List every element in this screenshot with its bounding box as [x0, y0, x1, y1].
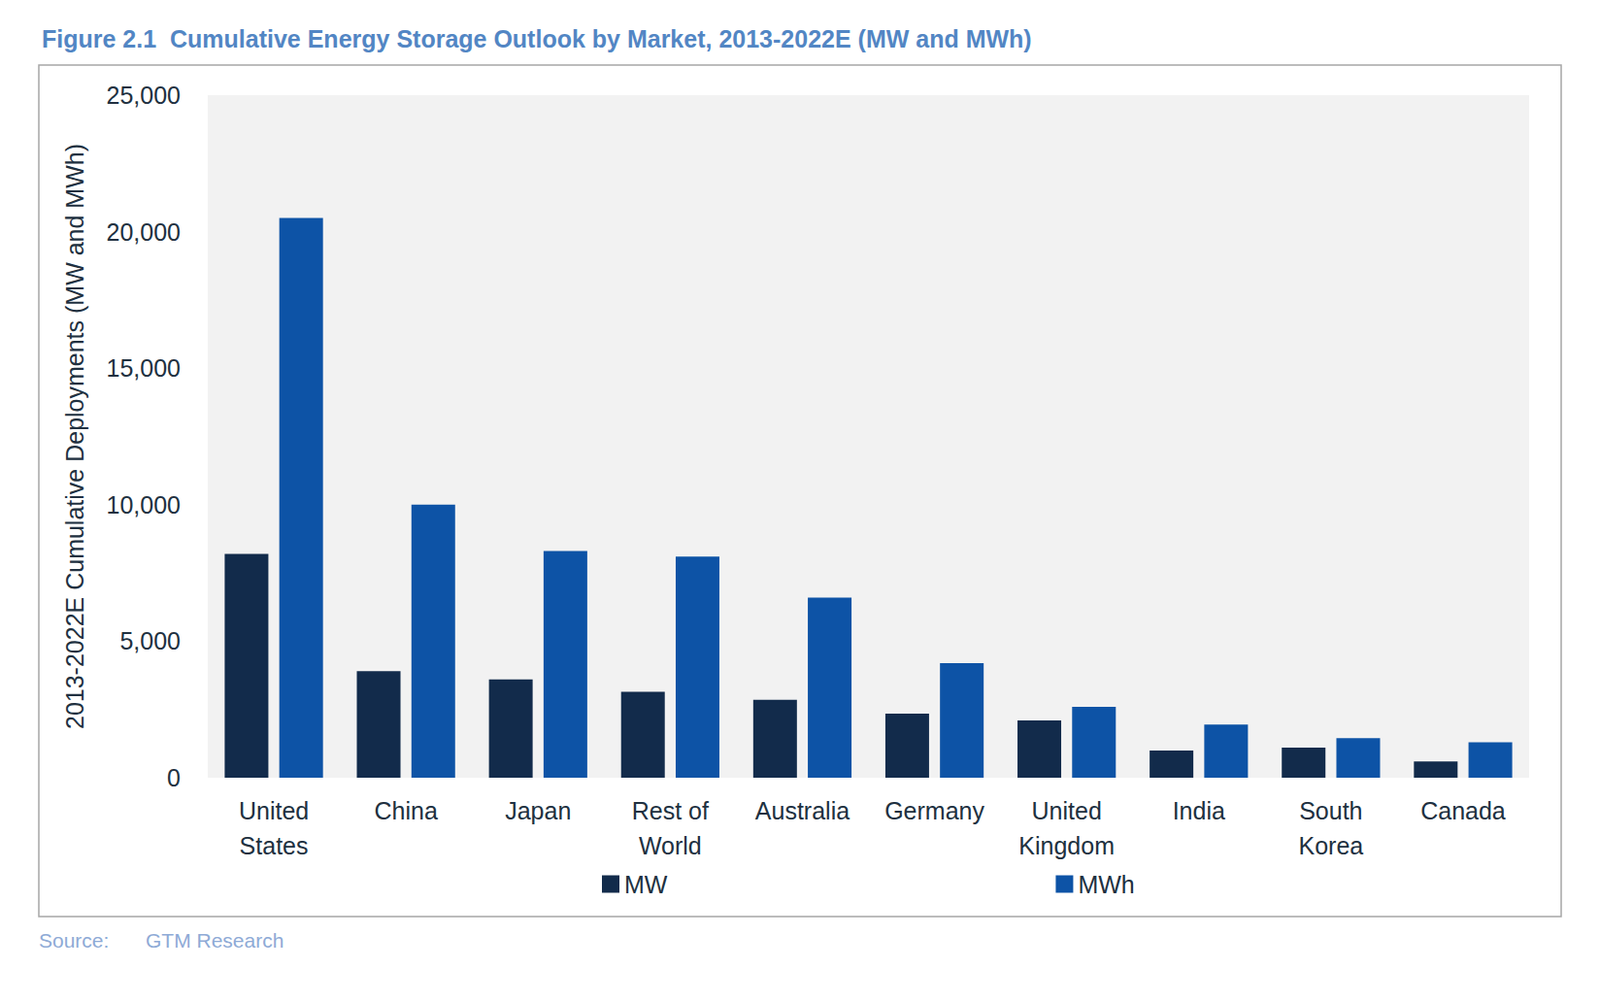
svg-text:MWh: MWh — [1077, 870, 1134, 899]
svg-text:Germany: Germany — [884, 797, 985, 825]
svg-text:25,000: 25,000 — [106, 81, 181, 109]
svg-text:Australia: Australia — [755, 797, 850, 825]
svg-text:15,000: 15,000 — [106, 354, 181, 382]
svg-text:0: 0 — [166, 764, 181, 792]
svg-text:China: China — [373, 797, 437, 825]
svg-text:GTM Research: GTM Research — [145, 929, 284, 952]
svg-text:Source:: Source: — [38, 929, 109, 952]
svg-text:States: States — [239, 832, 309, 860]
svg-text:Figure 2.1 Cumulative Energy: Figure 2.1 Cumulative Energy Storage Out… — [41, 25, 1033, 53]
svg-text:MW: MW — [624, 870, 668, 899]
svg-text:Canada: Canada — [1420, 797, 1506, 825]
svg-text:Japan: Japan — [504, 797, 571, 825]
svg-text:United: United — [1032, 797, 1102, 825]
svg-text:5,000: 5,000 — [119, 627, 181, 655]
svg-text:20,000: 20,000 — [106, 218, 181, 246]
svg-text:10,000: 10,000 — [106, 491, 181, 519]
svg-text:Rest of: Rest of — [632, 797, 709, 825]
svg-text:2013-2022E Cumulative Deployme: 2013-2022E Cumulative Deployments (MW an… — [61, 143, 89, 730]
svg-text:Kingdom: Kingdom — [1018, 832, 1115, 860]
svg-text:India: India — [1172, 797, 1226, 825]
svg-text:World: World — [638, 832, 702, 860]
svg-text:United: United — [238, 797, 309, 825]
svg-text:Korea: Korea — [1298, 832, 1364, 860]
svg-text:South: South — [1299, 797, 1363, 825]
